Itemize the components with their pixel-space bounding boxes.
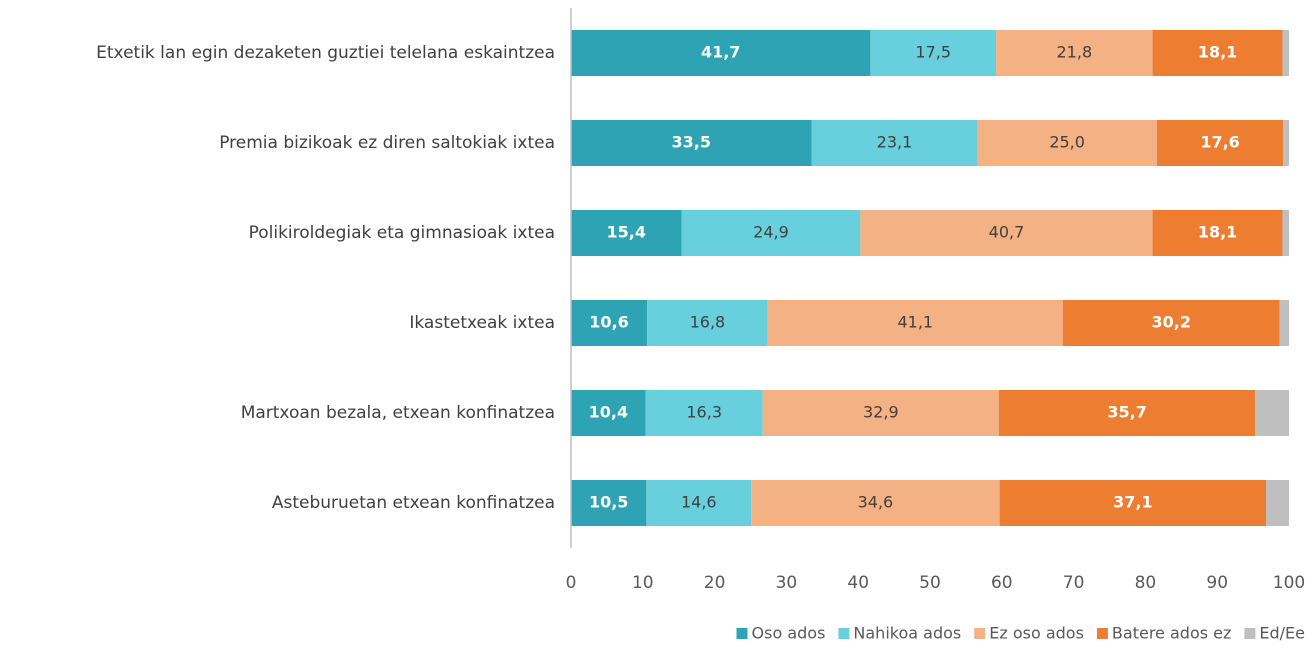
data-label: 32,9: [863, 403, 899, 422]
bar-segment: [1062, 300, 1280, 346]
bar-segment: [999, 480, 1267, 526]
bar-segment: [996, 30, 1153, 76]
category-label: Martxoan bezala, etxean konfinatzea: [241, 403, 555, 423]
bar-segment: [870, 30, 997, 76]
legend-swatch: [1096, 628, 1108, 639]
bar-segment: [571, 120, 812, 166]
legend-swatch: [736, 628, 748, 639]
data-label: 17,5: [915, 43, 951, 62]
legend-swatch: [974, 628, 986, 639]
bar-segment: [681, 210, 861, 256]
data-label: 18,1: [1198, 43, 1237, 62]
data-label: 30,2: [1152, 313, 1191, 332]
bar-segment: [860, 210, 1153, 256]
data-label: 18,1: [1198, 223, 1237, 242]
category-label: Premia bizikoak ez diren saltokiak ixtea: [219, 133, 555, 153]
data-label: 10,6: [589, 313, 628, 332]
x-tick-label: 80: [1135, 573, 1157, 593]
legend-label: Batere ados ez: [1112, 624, 1231, 643]
legend-label: Nahikoa ados: [853, 624, 961, 643]
bar-segment: [1282, 210, 1289, 256]
x-tick-label: 100: [1273, 573, 1305, 593]
legend-label: Ed/Ee: [1259, 624, 1305, 643]
x-tick-label: 0: [566, 573, 577, 593]
bar-segment: [571, 300, 648, 346]
x-tick-label: 50: [919, 573, 941, 593]
bar-segment: [998, 390, 1256, 436]
bar-segment: [571, 210, 682, 256]
bar-segment: [1283, 120, 1289, 166]
data-label: 34,6: [858, 493, 894, 512]
data-label: 33,5: [672, 133, 711, 152]
legend-swatch: [1244, 628, 1256, 639]
data-label: 41,7: [701, 43, 740, 62]
bar-segment: [571, 390, 646, 436]
legend-label: Ez oso ados: [989, 624, 1084, 643]
data-label: 40,7: [989, 223, 1025, 242]
data-label: 37,1: [1113, 493, 1152, 512]
data-label: 16,8: [690, 313, 726, 332]
bar-segment: [751, 480, 1000, 526]
bar-segment: [1282, 30, 1289, 76]
data-label: 41,1: [897, 313, 933, 332]
legend-label: Oso ados: [752, 624, 826, 643]
data-label: 10,4: [589, 403, 628, 422]
data-label: 21,8: [1057, 43, 1093, 62]
bar-segment: [977, 120, 1157, 166]
x-tick-label: 10: [632, 573, 654, 593]
x-tick-label: 90: [1206, 573, 1228, 593]
bar-segment: [1152, 30, 1283, 76]
bar-segment: [1255, 390, 1289, 436]
x-tick-label: 30: [776, 573, 798, 593]
bar-segment: [1266, 480, 1289, 526]
x-tick-label: 40: [847, 573, 869, 593]
data-label: 23,1: [877, 133, 913, 152]
category-label: Asteburuetan etxean konfinatzea: [272, 493, 555, 513]
bar-segment: [1152, 210, 1283, 256]
data-label: 10,5: [589, 493, 628, 512]
data-label: 24,9: [753, 223, 789, 242]
data-label: 35,7: [1107, 403, 1146, 422]
bar-segment: [647, 300, 768, 346]
data-label: 25,0: [1049, 133, 1085, 152]
x-tick-label: 20: [704, 573, 726, 593]
bar-segment: [1279, 300, 1289, 346]
bar-segment: [571, 30, 871, 76]
legend-swatch: [838, 628, 850, 639]
x-tick-label: 70: [1063, 573, 1085, 593]
x-tick-label: 60: [991, 573, 1013, 593]
bar-segment: [762, 390, 999, 436]
bar-segment: [811, 120, 978, 166]
data-label: 14,6: [681, 493, 717, 512]
bar-segment: [767, 300, 1063, 346]
category-label: Ikastetxeak ixtea: [409, 313, 555, 333]
bar-segment: [1156, 120, 1284, 166]
bar-segment: [571, 480, 647, 526]
bar-segment: [645, 390, 763, 436]
bar-segment: [646, 480, 752, 526]
data-label: 16,3: [686, 403, 722, 422]
category-label: Etxetik lan egin dezaketen guztiei telel…: [96, 43, 555, 63]
data-label: 15,4: [607, 223, 646, 242]
data-label: 17,6: [1200, 133, 1239, 152]
category-label: Polikiroldegiak eta gimnasioak ixtea: [249, 223, 555, 243]
